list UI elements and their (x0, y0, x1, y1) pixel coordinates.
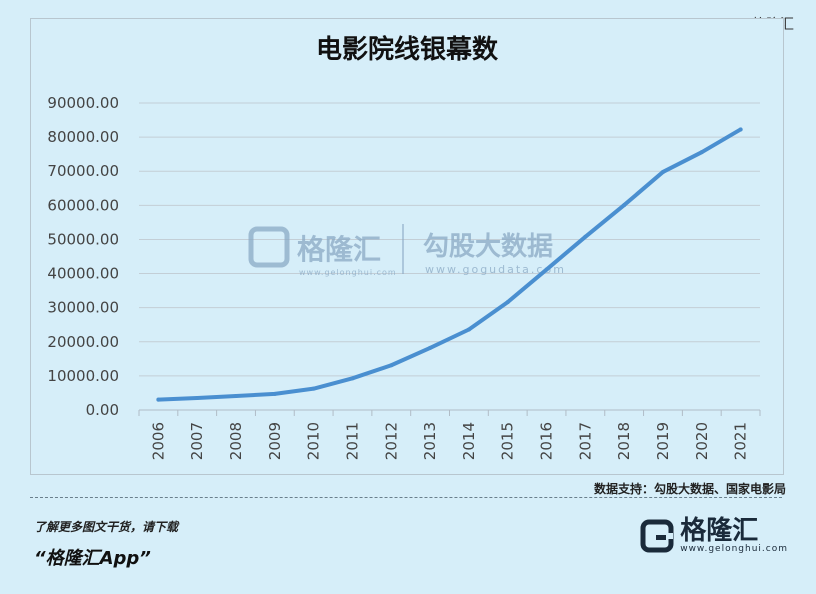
x-tick-label: 2007 (188, 422, 206, 460)
y-axis-ticks: 0.00 10000.00 20000.00 30000.00 40000.00 5000… (47, 94, 119, 419)
y-tick-label: 20000.00 (47, 333, 119, 351)
y-tick-label: 60000.00 (47, 196, 119, 214)
series-line (156, 127, 743, 402)
x-tick-label: 2016 (538, 422, 556, 460)
brand-text: 格隆汇 www.gelonghui.com (680, 518, 788, 554)
y-tick-label: 30000.00 (47, 299, 119, 317)
center-brand-text: 格隆汇 (297, 233, 381, 266)
x-tick-label: 2010 (305, 422, 323, 460)
chart-frame: 格隆汇 www.gelonghui.com 勾股大数据 www.gogudata… (30, 18, 784, 475)
data-point (428, 345, 433, 350)
data-point (660, 169, 665, 174)
line-chart: 格隆汇 www.gelonghui.com 勾股大数据 www.gogudata… (47, 34, 761, 460)
x-tick-label: 2012 (382, 422, 400, 460)
data-point (622, 203, 627, 208)
x-tick-label: 2017 (576, 422, 594, 460)
data-point (699, 150, 704, 155)
data-point (583, 234, 588, 239)
x-tick-label: 2009 (266, 422, 284, 460)
brand-g-icon (248, 226, 290, 268)
data-source: 数据支持：勾股大数据、国家电影局 (593, 482, 786, 496)
center-brand-url: www.gelonghui.com (299, 268, 397, 277)
chart-title: 电影院线银幕数 (316, 34, 499, 65)
y-tick-label: 70000.00 (47, 162, 119, 180)
center-watermark: 格隆汇 www.gelonghui.com 勾股大数据 www.gogudata… (248, 224, 566, 277)
brand-url: www.gelonghui.com (680, 544, 788, 554)
x-axis-ticks: 2006 2007 2008 2009 2010 2011 2012 2013 2014 2015… (138, 410, 761, 460)
center-data-text: 勾股大数据 (423, 232, 553, 262)
series-layer (156, 127, 743, 402)
x-tick-label: 2019 (654, 422, 672, 460)
x-tick-label: 2008 (227, 422, 245, 460)
y-tick-label: 0.00 (86, 401, 119, 419)
y-tick-label: 90000.00 (47, 94, 119, 112)
x-tick-label: 2020 (693, 422, 711, 460)
data-point (738, 127, 743, 132)
data-point (505, 300, 510, 305)
x-tick-label: 2006 (149, 422, 167, 460)
brand-logo: 格隆汇 www.gelonghui.com (640, 518, 788, 554)
x-tick-label: 2015 (499, 422, 517, 460)
data-point (272, 391, 277, 396)
app-name: “格隆汇App” (34, 548, 151, 569)
data-point (234, 394, 239, 399)
data-point (195, 395, 200, 400)
data-point (389, 363, 394, 368)
brand-g-logo-icon (640, 519, 674, 553)
data-point (156, 397, 161, 402)
promo-text: 了解更多图文干货，请下载 (34, 520, 179, 534)
data-point (466, 327, 471, 332)
x-tick-label: 2018 (615, 422, 633, 460)
data-point (311, 386, 316, 391)
brand-name: 格隆汇 (680, 516, 759, 546)
y-tick-label: 40000.00 (47, 265, 119, 283)
x-tick-label: 2014 (460, 422, 478, 460)
x-tick-label: 2011 (343, 422, 361, 460)
y-tick-label: 80000.00 (47, 128, 119, 146)
data-point (544, 267, 549, 272)
data-point (350, 376, 355, 381)
footer-divider (30, 497, 782, 498)
x-tick-label: 2013 (421, 422, 439, 460)
y-tick-label: 50000.00 (47, 230, 119, 248)
x-tick-label: 2021 (732, 422, 750, 460)
y-tick-label: 10000.00 (47, 367, 119, 385)
center-data-url: www.gogudata.com (425, 263, 566, 276)
